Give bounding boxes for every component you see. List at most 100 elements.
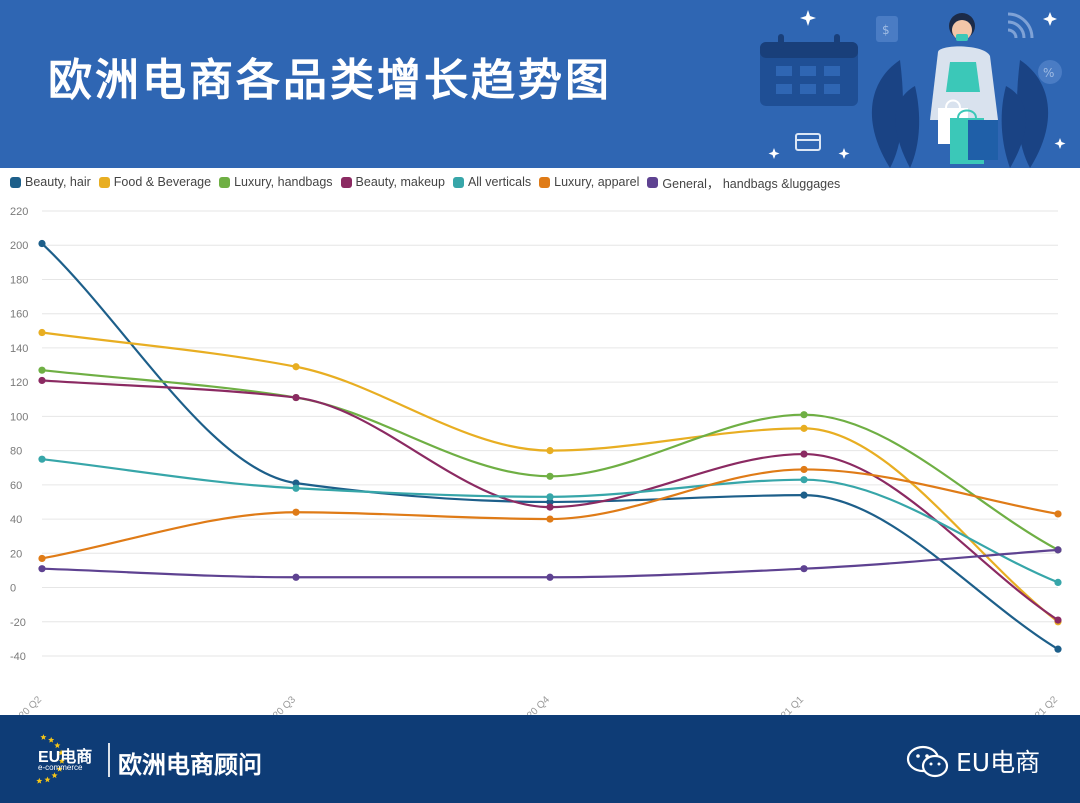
eu-star [48,736,55,743]
eu-stars-icon [36,734,65,784]
series-line [41,548,1059,579]
data-point [800,424,808,432]
eu-star [58,749,65,756]
data-point [1054,546,1062,554]
data-point [292,484,300,492]
svg-text:$: $ [882,23,890,37]
data-point [546,503,554,511]
data-point [38,328,46,337]
legend-item[interactable]: Food & Beverage [98,175,212,189]
legend-label: All verticals [467,175,532,189]
legend-swatch [340,176,352,188]
x-tick-label: 2020 Q3 [263,694,298,715]
calendar-icon [760,34,858,106]
legend-label: Food & Beverage [113,175,212,189]
data-point [1054,616,1062,624]
y-tick-label: -40 [10,651,26,663]
eu-star [56,765,63,772]
y-tick-label: 200 [10,240,28,252]
leaf-plants [871,60,1049,168]
y-tick-label: -20 [10,617,26,629]
y-tick-label: 100 [10,411,28,423]
legend-swatch [539,176,551,188]
data-point [38,554,46,563]
credit-card-icon [795,133,821,151]
data-point [800,491,808,499]
data-point [292,508,300,516]
data-point [800,465,808,474]
sparkle-icon [768,10,1066,159]
eu-star [58,757,65,764]
legend-label: Beauty, makeup [355,175,445,189]
legend-swatch [647,176,659,188]
eu-star [36,777,43,784]
wechat-icon [906,745,949,778]
chart-legend: Beauty, hair Food & Beverage Luxury, handb… [10,172,1075,192]
data-point [38,376,46,385]
data-point [546,472,554,480]
y-tick-label: 220 [10,206,28,218]
legend-item[interactable]: Beauty, hair [10,175,91,189]
legend-swatch [219,176,231,188]
y-tick-label: 160 [10,309,28,321]
wifi-icon [1007,12,1034,39]
x-tick-label: 2020 Q2 [9,694,44,715]
legend-swatch [452,176,464,188]
legend-item[interactable]: All verticals [452,175,532,189]
data-point [292,573,300,581]
legend-item[interactable]: Luxury, apparel [539,175,639,189]
data-point [800,476,808,484]
price-tag-icon: $ [876,16,898,42]
data-point [38,239,46,248]
logo-sub-text: e-commerce [38,763,83,772]
legend-item[interactable]: Luxury, handbags [219,175,333,189]
footer-divider [108,743,110,777]
data-point [546,573,554,581]
legend-label: Luxury, handbags [234,175,333,189]
eu-star [40,734,47,740]
data-point [38,565,46,573]
data-point [800,411,808,419]
eu-ecommerce-logo: EU电商 e-commerce [14,729,104,791]
legend-item[interactable]: Beauty, makeup [340,175,445,189]
shopper-figure [930,13,998,164]
eu-star [54,742,61,749]
legend-swatch [10,176,21,188]
data-point [546,493,554,501]
y-tick-label: 140 [10,343,28,355]
header-banner: 欧洲电商各品类增长趋势图 [0,0,1080,168]
svg-text:%: % [1043,66,1054,80]
x-tick-label: 2020 Q4 [517,694,552,715]
data-point [38,366,46,374]
logo-main-text: EU电商 [38,749,93,766]
eu-star [51,772,58,779]
series-line [41,369,1059,551]
line-chart: 220200180160140120100806040200-20-402020… [9,206,1062,715]
data-point [1054,510,1062,518]
y-tick-label: 60 [10,480,22,492]
data-point [546,515,554,523]
series-line [41,242,1059,651]
page-title: 欧洲电商各品类增长趋势图 [48,55,612,106]
legend-label: Beauty, hair [25,175,91,189]
data-point [1054,645,1062,653]
legend-swatch [98,176,110,188]
y-tick-label: 120 [10,377,28,389]
x-tick-label: 2021 Q1 [771,694,806,715]
data-point [292,393,300,402]
footer-brand-name: 欧洲电商顾问 [118,751,262,779]
legend-item[interactable]: General， handbags &luggages [647,173,840,192]
y-tick-label: 80 [10,446,22,458]
series-line [41,468,1059,560]
eu-star [44,776,51,783]
y-tick-label: 20 [10,548,22,560]
data-point [292,479,300,487]
data-point [800,450,808,458]
x-tick-label: 2021 Q2 [1025,694,1060,715]
footer-banner: EU电商 e-commerce 欧洲电商顾问 EU电商 [0,715,1080,803]
data-point [1054,578,1062,587]
data-point [546,447,554,455]
data-point [800,565,808,573]
y-tick-label: 180 [10,274,28,286]
data-point [546,498,554,506]
